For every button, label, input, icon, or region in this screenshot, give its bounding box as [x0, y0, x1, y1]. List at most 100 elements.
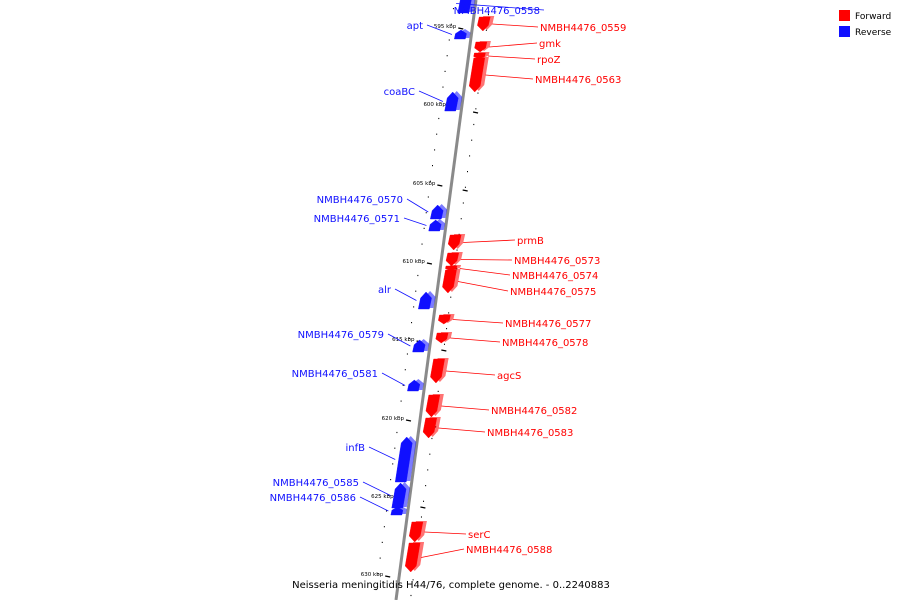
minor-tick [432, 165, 433, 167]
label-leader [438, 427, 486, 433]
label-leader [362, 481, 391, 496]
gene-arrow-body [457, 0, 472, 14]
minor-tick [388, 494, 390, 496]
minor-tick [443, 343, 445, 345]
gene-arrow-body [430, 204, 444, 220]
minor-tick [421, 243, 423, 245]
gene-arrow-body [405, 542, 421, 573]
gene-label: alr [378, 285, 392, 296]
minor-tick [415, 290, 417, 292]
minor-tick [477, 92, 479, 94]
minor-tick [464, 186, 466, 188]
label-leader [463, 239, 516, 243]
gene-label: rpoZ [537, 55, 561, 66]
minor-tick [462, 202, 464, 204]
minor-tick [472, 111, 479, 114]
gene-arrow [444, 91, 463, 112]
minor-tick [423, 500, 425, 502]
gene-arrow [477, 16, 495, 32]
label-leader-layer [359, 3, 545, 558]
minor-tick [448, 39, 450, 41]
legend-forward-swatch [839, 10, 850, 21]
label-leader [452, 319, 504, 324]
gene-arrow [418, 291, 436, 310]
gene-arrow [390, 506, 407, 516]
label-leader [418, 90, 444, 102]
tick-mark [385, 575, 391, 578]
gene-arrow [474, 41, 491, 53]
tick-label: 615 kbp [392, 337, 415, 343]
minor-tick [437, 390, 439, 392]
gene-arrow-body [412, 339, 426, 353]
minor-tick [375, 588, 377, 591]
tick-mark [426, 262, 433, 265]
gene-arrow-body [409, 521, 424, 543]
label-leader [421, 548, 465, 558]
tick-label: 595 kbp [434, 24, 457, 30]
minor-tick [400, 400, 402, 402]
tick-label: 610 kbp [403, 259, 426, 265]
minor-tick [390, 479, 392, 481]
minor-tick [431, 437, 433, 440]
gene-arrow-body [418, 291, 432, 310]
gene-arrow-body [469, 57, 486, 93]
gene-arrow-body [430, 358, 445, 384]
gene-label: NMBH4476_0588 [466, 545, 552, 556]
minor-tick [487, 14, 489, 16]
gene-arrow [425, 394, 444, 418]
gene-arrow-body [445, 252, 460, 267]
minor-tick [475, 108, 477, 110]
gene-label: NMBH4476_0558 [454, 6, 540, 17]
gene-arrow [430, 204, 448, 220]
genome-backbone [394, 0, 478, 600]
minor-tick [379, 557, 381, 559]
gene-arrow-body [454, 29, 467, 40]
label-leader [492, 23, 539, 28]
label-leader [488, 55, 536, 60]
tick-mark [437, 184, 443, 187]
gene-label: NMBH4476_0582 [491, 406, 577, 417]
minor-tick [427, 469, 429, 471]
minor-tick [441, 349, 447, 352]
minor-tick [423, 227, 425, 229]
label-leader [381, 372, 406, 386]
gene-label: NMBH4476_0571 [314, 214, 400, 225]
gene-arrow-body [444, 91, 459, 112]
minor-tick [425, 212, 427, 214]
gene-label: NMBH4476_0559 [540, 23, 626, 34]
minor-tick [420, 506, 426, 509]
minor-tick [446, 328, 448, 330]
gene-label: serC [468, 530, 490, 541]
tick-mark [458, 27, 464, 30]
label-leader [459, 268, 511, 276]
minor-tick [427, 196, 429, 198]
gene-arrow [447, 234, 466, 251]
gene-arrow-body [438, 314, 451, 325]
gene-arrow-body [447, 234, 462, 251]
gene-label: NMBH4476_0573 [514, 256, 600, 267]
gene-arrow-body [422, 417, 438, 439]
gene-label: NMBH4476_0570 [317, 195, 403, 206]
minor-tick [411, 322, 413, 324]
minor-tick [440, 102, 442, 104]
legend-forward-label: Forward [855, 12, 891, 22]
minor-tick [408, 337, 410, 339]
gene-arrow-body [435, 332, 449, 344]
gene-label: gmk [539, 39, 561, 50]
minor-tick [417, 274, 419, 277]
gene-arrow [405, 542, 425, 573]
tick-label: 600 kbp [423, 102, 446, 108]
minor-tick [429, 180, 431, 182]
gene-arrow [457, 0, 476, 14]
minor-tick [448, 312, 450, 314]
gene-arrow-body [474, 41, 488, 53]
gene-arrow [469, 57, 489, 93]
label-leader [441, 405, 490, 411]
minor-tick [412, 579, 414, 581]
tick-label: 620 kbp [382, 416, 405, 422]
label-leader [457, 281, 509, 292]
minor-tick [452, 8, 454, 10]
minor-tick [467, 171, 468, 173]
label-leader [424, 531, 467, 535]
